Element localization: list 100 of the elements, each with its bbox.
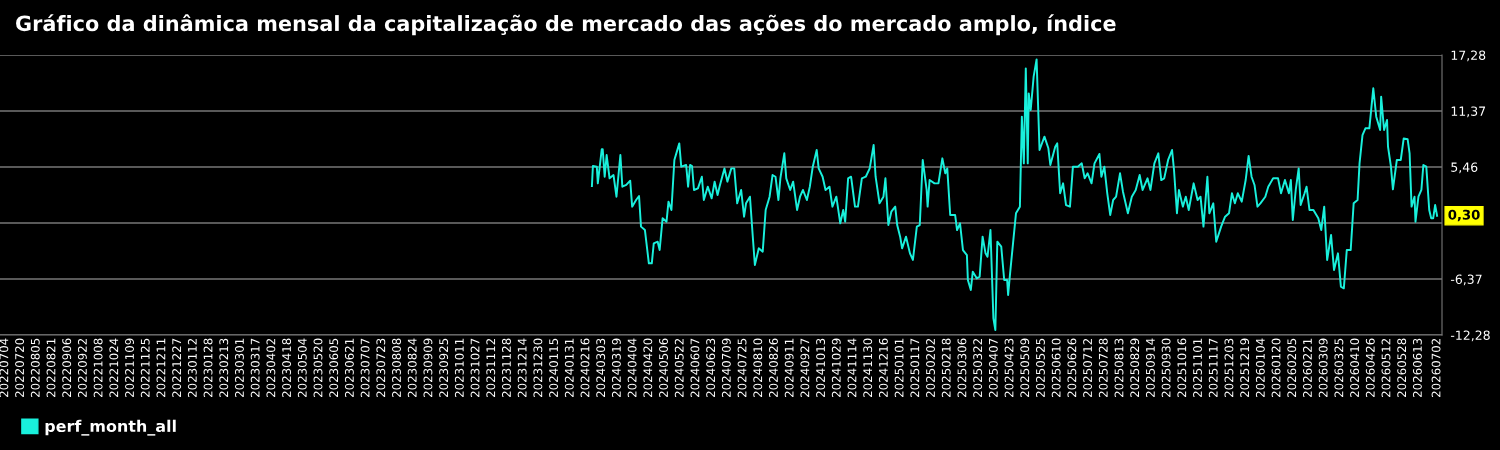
x-tick-label: 20230520 (313, 338, 323, 397)
x-tick-label: 20260104 (1255, 338, 1265, 397)
x-tick-label: 20260702 (1431, 338, 1441, 397)
x-tick-label: 20230925 (439, 338, 449, 397)
x-tick-label: 20221109 (125, 338, 134, 397)
x-tick-label: 20220720 (15, 338, 25, 397)
x-tick-label: 20250829 (1130, 338, 1140, 397)
x-tick-label: 20221008 (93, 338, 103, 397)
x-tick-label: 20220906 (62, 338, 72, 397)
x-tick-label: 20250306 (957, 338, 967, 397)
line-series (590, 58, 1439, 331)
y-tick-label: 5,46 (1451, 162, 1478, 174)
x-tick-label: 20240927 (800, 338, 810, 397)
x-tick-label: 20250101 (894, 338, 904, 397)
x-tick-label: 20240607 (690, 338, 700, 397)
x-tick-label: 20241114 (847, 338, 857, 397)
annotation: 0,30 (1448, 209, 1480, 222)
x-tick-label: 20231230 (533, 338, 543, 397)
x-tick-label: 20240826 (768, 338, 778, 397)
x-tick-label: 20230504 (297, 338, 307, 397)
x-tick-label: 20241130 (863, 338, 873, 397)
x-tick-label: 20250728 (1098, 338, 1108, 397)
x-tick-label: 20240911 (784, 338, 794, 397)
x-tick-label: 20260309 (1318, 338, 1328, 397)
x-tick-label: 20240115 (549, 338, 559, 397)
x-tick-label: 20241029 (831, 338, 841, 397)
x-tick-label: 20240303 (596, 338, 606, 397)
x-tick-label: 20230621 (344, 338, 354, 397)
legend-label: perf_month_all (45, 419, 176, 436)
x-tick-label: 20230128 (203, 338, 213, 397)
x-tick-label: 20231027 (470, 338, 480, 397)
y-tick-label: -12,28 (1450, 330, 1490, 342)
x-tick-label: 20241216 (878, 338, 888, 397)
x-tick-label: 20240420 (643, 338, 653, 397)
x-tick-label: 20240319 (611, 338, 621, 397)
y-tick-label: 11,37 (1451, 106, 1486, 118)
x-tick-label: 20230824 (407, 338, 417, 397)
x-tick-label: 20250218 (941, 338, 951, 397)
x-tick-label: 20251117 (1208, 338, 1218, 397)
x-tick-label: 20250117 (910, 338, 920, 397)
x-tick-label: 20230112 (187, 338, 197, 397)
x-tick-label: 20260512 (1381, 338, 1391, 397)
x-tick-label: 20251016 (1177, 338, 1187, 397)
x-tick-label: 20230213 (219, 338, 229, 397)
x-tick-label: 20260221 (1303, 338, 1312, 397)
x-tick-label: 20260613 (1412, 338, 1422, 397)
x-tick-label: 20231011 (454, 338, 464, 397)
x-tick-label: 20250610 (1051, 338, 1061, 397)
y-tick-label: -6,37 (1450, 274, 1482, 286)
x-tick-label: 20230909 (423, 338, 433, 397)
x-tick-label: 20251203 (1224, 338, 1234, 397)
x-tick-label: 20240404 (627, 338, 637, 397)
x-tick-label: 20240725 (737, 338, 747, 397)
x-tick-label: 20260325 (1334, 338, 1344, 397)
x-tick-label: 20230707 (360, 338, 370, 397)
x-tick-label: 20260528 (1397, 338, 1407, 397)
x-tick-label: 20230301 (234, 338, 244, 397)
x-tick-label: 20250423 (1004, 338, 1014, 397)
x-tick-label: 20250202 (926, 338, 935, 397)
x-tick-label: 20221024 (109, 338, 119, 397)
x-tick-label: 20250930 (1161, 338, 1171, 397)
x-tick-label: 20231112 (486, 338, 496, 397)
x-tick-label: 20240810 (753, 338, 763, 397)
chart-title: Gráfico da dinâmica mensal da capitalização de mercado das ações do mercado amplo, índice (16, 14, 1116, 36)
x-tick-label: 20230402 (266, 338, 276, 397)
x-tick-label: 20250509 (1020, 338, 1030, 397)
x-tick-label: 20221125 (140, 338, 150, 397)
x-tick-label: 20260205 (1287, 338, 1297, 397)
x-tick-label: 20250407 (988, 338, 998, 397)
x-tick-label: 20240216 (580, 338, 590, 397)
x-tick-label: 20231128 (501, 338, 511, 397)
x-tick-label: 20251219 (1240, 338, 1250, 397)
x-tick-label: 20230723 (376, 338, 386, 397)
x-tick-label: 20220922 (77, 338, 87, 397)
x-tick-label: 20260120 (1271, 338, 1281, 397)
x-tick-label: 20240709 (721, 338, 731, 397)
x-tick-label: 20250712 (1083, 338, 1093, 397)
x-tick-label: 20241013 (816, 338, 826, 397)
x-tick-label: 20251101 (1193, 338, 1202, 397)
x-tick-label: 20230808 (392, 338, 401, 397)
x-tick-label: 20230418 (282, 338, 292, 397)
x-tick-label: 20230605 (329, 338, 339, 397)
x-tick-label: 20220805 (30, 338, 40, 397)
x-tick-label: 20240506 (659, 338, 668, 397)
x-tick-label: 20240131 (564, 338, 574, 397)
x-tick-label: 20220821 (46, 338, 56, 397)
y-tick-label: 17,28 (1451, 50, 1486, 62)
x-tick-label: 20250914 (1145, 338, 1155, 397)
x-tick-label: 20231214 (517, 338, 527, 397)
x-tick-label: 20240522 (674, 338, 684, 397)
x-tick-label: 20250322 (973, 338, 983, 397)
x-tick-label: 20240623 (706, 338, 716, 397)
x-tick-label: 20250813 (1114, 338, 1124, 397)
x-tick-label: 20221211 (156, 338, 166, 397)
x-tick-label: 20250626 (1067, 338, 1077, 397)
x-tick-label: 20260410 (1350, 338, 1360, 397)
x-tick-label: 20221227 (172, 338, 182, 397)
x-tick-label: 20260426 (1365, 338, 1375, 397)
x-tick-label: 20220704 (0, 338, 9, 397)
x-tick-label: 20250525 (1035, 338, 1045, 397)
